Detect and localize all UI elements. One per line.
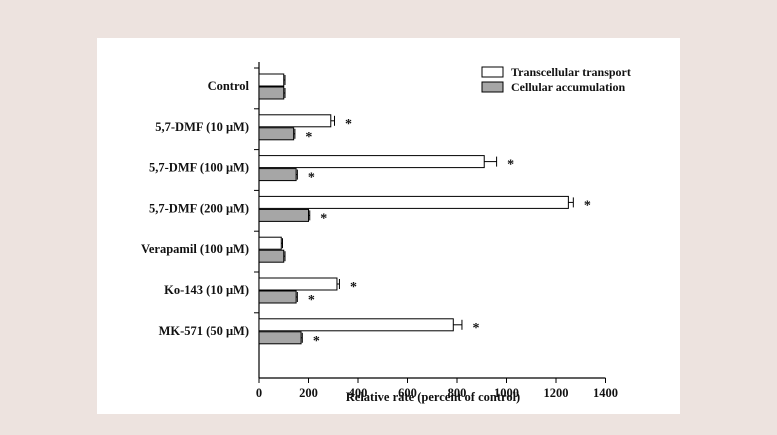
figure-panel: 0 200 400 600 800 1000 1200 1400 Relative rate (… — [97, 38, 680, 414]
category-label-3: 5,7-DMF (200 μM) — [149, 201, 249, 215]
significance-mark-s1-c1: * — [305, 130, 312, 145]
category-label-1: 5,7-DMF (10 μM) — [155, 120, 249, 134]
significance-mark-s0-c3: * — [584, 198, 591, 213]
x-tick-label-1200: 1200 — [544, 386, 569, 400]
significance-mark-s1-c3: * — [320, 211, 327, 226]
bar-s1-c5 — [258, 290, 297, 304]
significance-mark-s0-c2: * — [507, 158, 514, 173]
category-label-2: 5,7-DMF (100 μM) — [149, 161, 249, 175]
bar-s1-c2 — [258, 168, 297, 182]
legend-label-1: Cellular accumulation — [511, 80, 625, 94]
bar-s0-c0 — [258, 73, 285, 87]
bar-s1-c6 — [258, 331, 302, 345]
x-tick-label-800: 800 — [448, 386, 467, 400]
significance-mark-s1-c2: * — [308, 171, 315, 186]
category-label-5: Ko-143 (10 μM) — [164, 283, 249, 297]
significance-mark-s0-c1: * — [345, 117, 352, 132]
significance-mark-s1-c6: * — [313, 334, 320, 349]
x-tick-label-600: 600 — [398, 386, 417, 400]
x-tick-label-400: 400 — [349, 386, 368, 400]
bar-s0-c2 — [258, 155, 485, 169]
legend-label-0: Transcellular transport — [511, 65, 631, 79]
x-tick-label-200: 200 — [299, 386, 318, 400]
category-label-6: MK-571 (50 μM) — [159, 324, 249, 338]
bar-s0-c1 — [258, 114, 332, 128]
significance-mark-s0-c5: * — [350, 280, 357, 295]
category-label-4: Verapamil (100 μM) — [141, 242, 249, 256]
bar-s1-c1 — [258, 127, 295, 141]
x-tick-label-1000: 1000 — [494, 386, 519, 400]
bar-s1-c3 — [258, 208, 309, 222]
category-label-0: Control — [208, 79, 250, 93]
legend-swatch-0 — [481, 66, 504, 78]
bar-s0-c6 — [258, 318, 454, 332]
x-tick-label-1400: 1400 — [593, 386, 618, 400]
significance-mark-s0-c6: * — [472, 321, 479, 336]
legend-swatch-1 — [481, 81, 504, 93]
x-axis-title: Relative rate (percent of control) — [346, 390, 520, 404]
significance-mark-s1-c5: * — [308, 293, 315, 308]
bar-s0-c3 — [258, 195, 569, 209]
bar-s1-c4 — [258, 249, 285, 263]
bar-s0-c5 — [258, 277, 338, 291]
bar-s0-c4 — [258, 236, 282, 250]
x-tick-label-0: 0 — [256, 386, 262, 400]
chart: 0 200 400 600 800 1000 1200 1400 Relative rate (… — [141, 62, 631, 404]
bar-s1-c0 — [258, 86, 285, 100]
